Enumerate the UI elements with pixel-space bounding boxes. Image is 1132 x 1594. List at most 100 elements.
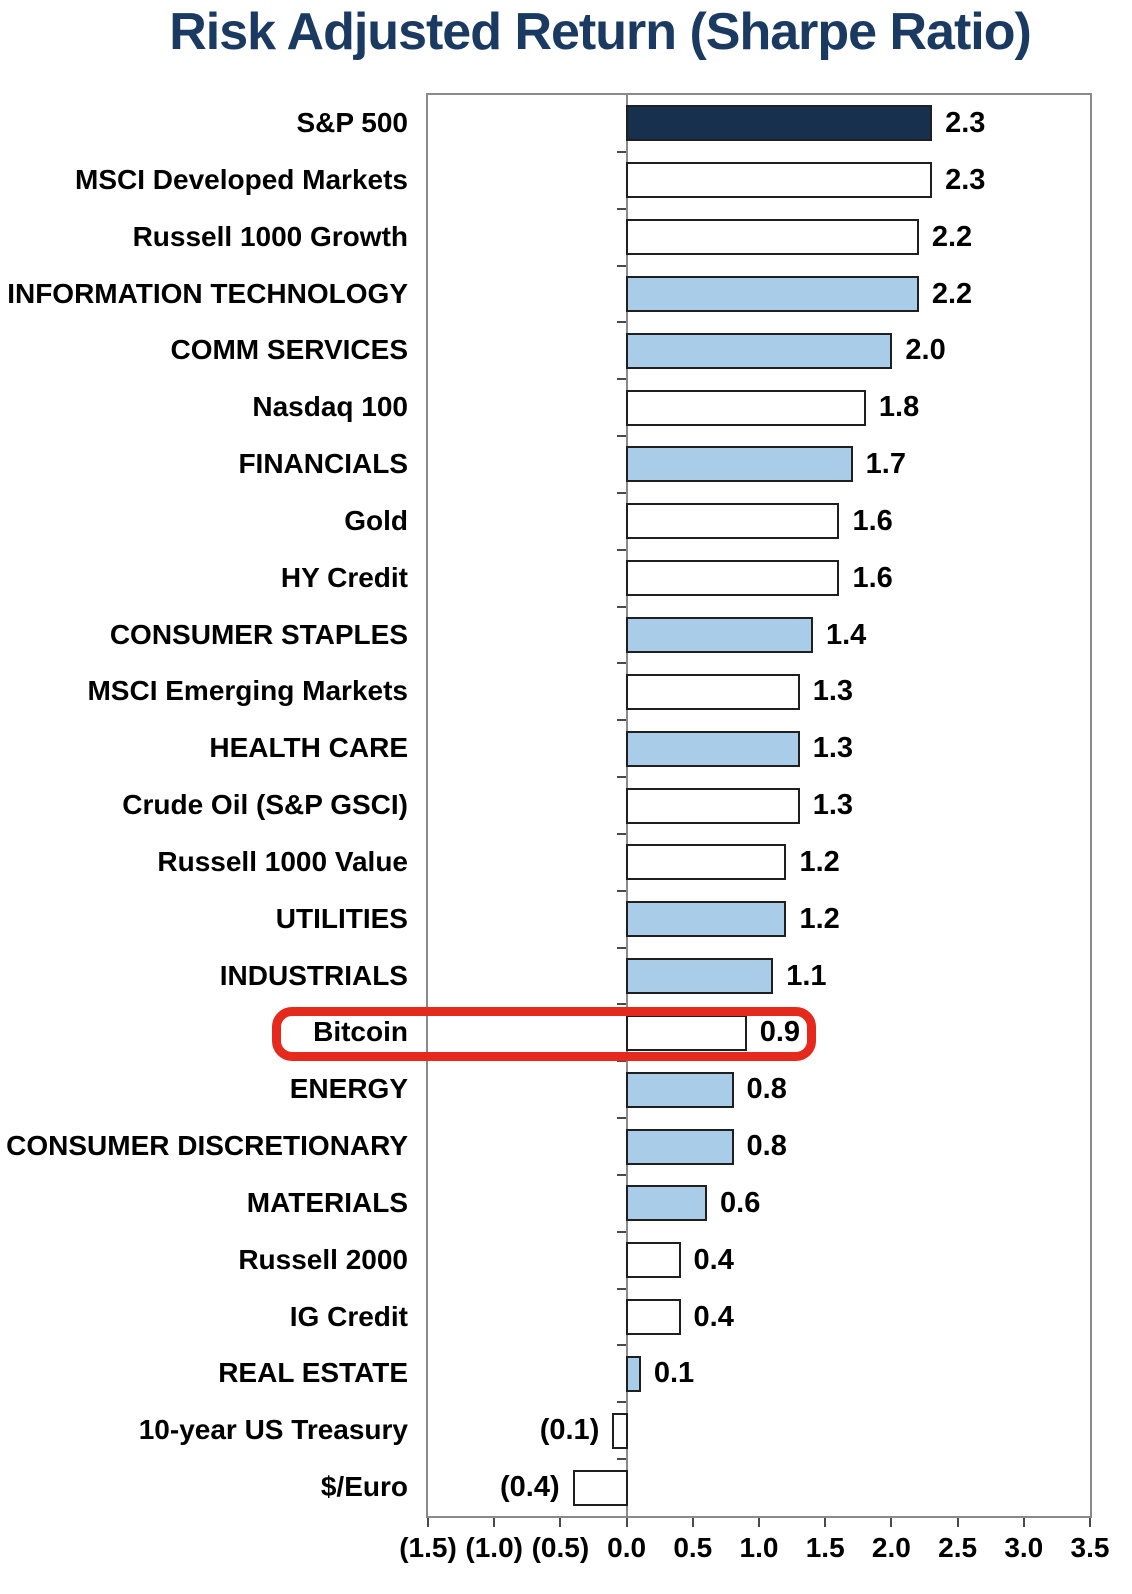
category-label: $/Euro: [320, 1471, 408, 1503]
category-label: Gold: [344, 504, 408, 536]
value-label: 0.8: [746, 1073, 787, 1106]
value-label: 2.3: [945, 107, 986, 139]
category-label: Russell 1000 Growth: [132, 220, 408, 252]
chart-title: Risk Adjusted Return (Sharpe Ratio): [169, 3, 1032, 61]
value-label: 1.6: [852, 561, 893, 594]
zero-line-row-tick: [616, 719, 626, 722]
zero-line-row-tick: [616, 1117, 626, 1120]
bar: [625, 332, 893, 369]
value-label: 1.2: [799, 902, 840, 935]
value-label: 1.3: [812, 732, 854, 765]
bar: [625, 560, 840, 597]
bar: [625, 1242, 681, 1279]
category-label: HY Credit: [280, 561, 408, 593]
x-axis-tick: [427, 1518, 429, 1527]
x-axis-tick-label: 0.5: [673, 1532, 713, 1563]
x-axis-tick: [824, 1518, 827, 1527]
value-label: (0.4): [499, 1471, 560, 1504]
bar: [625, 162, 933, 199]
x-axis-tick-label: 1.0: [739, 1532, 779, 1563]
x-axis-tick-label: 1.5: [805, 1532, 845, 1563]
x-axis-tick-label: 3.0: [1004, 1532, 1044, 1563]
value-label: (0.1): [539, 1414, 600, 1447]
zero-line-row-tick: [616, 150, 626, 153]
category-label: HEALTH CARE: [209, 732, 408, 764]
value-label: 1.3: [812, 789, 854, 822]
value-label: 2.0: [905, 334, 946, 367]
x-axis-tick: [758, 1518, 760, 1527]
value-label: 0.9: [759, 1016, 801, 1049]
zero-line-row-tick: [616, 378, 626, 381]
zero-line-row-tick: [616, 491, 626, 494]
bar: [625, 105, 933, 142]
x-axis-tick: [890, 1518, 893, 1527]
value-label: 1.3: [812, 675, 854, 708]
zero-line-row-tick: [616, 1173, 626, 1176]
zero-line-row-tick: [616, 548, 626, 551]
bar: [625, 787, 800, 824]
zero-line-row-tick: [616, 1344, 626, 1347]
bar: [625, 1355, 641, 1392]
category-label: MSCI Developed Markets: [75, 163, 408, 195]
value-label: 1.8: [878, 391, 920, 424]
zero-line-row-tick: [616, 1060, 626, 1063]
category-label: S&P 500: [296, 107, 408, 138]
zero-line-row-tick: [616, 662, 626, 665]
bar: [625, 389, 866, 426]
value-label: 0.1: [653, 1357, 695, 1390]
zero-line-row-tick: [616, 207, 626, 210]
category-label: INDUSTRIALS: [219, 959, 408, 991]
category-label: Nasdaq 100: [252, 391, 408, 423]
category-label: 10-year US Treasury: [138, 1414, 408, 1446]
bar: [625, 1128, 734, 1165]
bar: [625, 1299, 681, 1336]
bar: [625, 730, 800, 767]
bar: [612, 1412, 628, 1449]
x-axis-tick: [1089, 1518, 1091, 1527]
x-axis-tick-label: (0.5): [531, 1532, 590, 1563]
category-label: INFORMATION TECHNOLOGY: [7, 277, 408, 309]
x-axis-tick-label: 0.0: [607, 1532, 647, 1563]
value-label: 1.2: [799, 845, 840, 878]
x-axis-tick: [956, 1518, 959, 1527]
zero-line-row-tick: [616, 264, 626, 267]
zero-line-row-tick: [616, 776, 626, 779]
bar: [625, 901, 787, 938]
zero-line-row-tick: [616, 1458, 626, 1461]
value-label: 0.4: [693, 1300, 734, 1333]
value-label: 2.2: [931, 220, 973, 253]
bar: [625, 673, 800, 710]
x-axis-tick-label: (1.0): [465, 1532, 523, 1563]
category-label: REAL ESTATE: [218, 1357, 408, 1389]
zero-line-row-tick: [616, 1003, 626, 1006]
zero-line-row-tick: [616, 889, 626, 892]
zero-line-row-tick: [616, 1401, 626, 1404]
category-label: UTILITIES: [275, 902, 408, 934]
zero-line-row-tick: [616, 1230, 626, 1233]
bar: [625, 219, 919, 256]
value-label: 0.4: [693, 1243, 734, 1276]
bar: [625, 503, 840, 540]
value-label: 1.7: [865, 448, 906, 481]
bar: [625, 616, 813, 653]
category-label: IG Credit: [289, 1300, 408, 1332]
x-axis-tick: [493, 1518, 496, 1527]
bar: [625, 958, 774, 995]
bar: [625, 844, 787, 881]
value-label: 2.3: [945, 163, 986, 196]
value-label: 0.6: [720, 1186, 761, 1219]
value-label: 1.4: [825, 618, 867, 651]
category-label: Russell 2000: [238, 1243, 408, 1275]
highlight-ring: [272, 1007, 816, 1062]
zero-line-row-tick: [616, 1287, 626, 1290]
category-label: Russell 1000 Value: [157, 845, 408, 877]
category-label: CONSUMER STAPLES: [109, 618, 408, 650]
value-label: 1.6: [852, 504, 893, 537]
category-label: CONSUMER DISCRETIONARY: [6, 1130, 408, 1162]
x-axis-tick-label: 2.0: [871, 1532, 911, 1563]
x-axis-tick: [1022, 1518, 1025, 1527]
category-label: ENERGY: [289, 1073, 408, 1105]
category-label: Bitcoin: [313, 1016, 408, 1048]
x-axis-tick: [559, 1518, 562, 1527]
x-axis-tick: [625, 1518, 628, 1527]
